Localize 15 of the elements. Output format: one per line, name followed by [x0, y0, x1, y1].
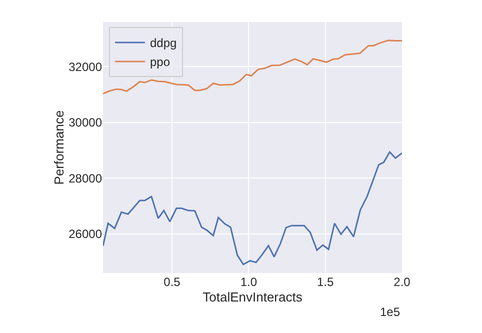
- legend-label: ddpg: [150, 36, 177, 50]
- line-series: [103, 40, 402, 94]
- y-tick-label: 26000: [68, 227, 102, 242]
- y-tick-label: 30000: [68, 116, 102, 130]
- y-tick-label: 32000: [68, 60, 102, 74]
- text: 1e5: [380, 305, 400, 319]
- x-tick-label: 1.5: [316, 275, 334, 289]
- x-tick-label: 1.0: [240, 275, 258, 289]
- y-axis-title: Performance: [52, 110, 67, 185]
- x-tick-label: 0.5: [164, 275, 181, 289]
- x-axis-title: TotalEnvInteracts: [202, 290, 303, 305]
- y-tick-label: 28000: [68, 171, 102, 186]
- x-tick-label: 2.0: [394, 275, 411, 289]
- legend-label: ppo: [150, 55, 170, 70]
- line-series: [103, 151, 402, 266]
